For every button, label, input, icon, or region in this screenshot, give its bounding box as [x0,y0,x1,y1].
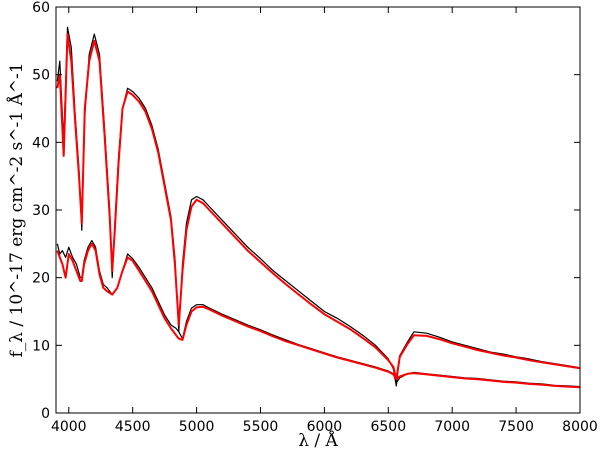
plot-series-group [56,26,581,389]
y-axis-label: f_λ / 10^-17 erg cm^-2 s^-1 Å^-1 [6,62,27,357]
x-tick-label: 5000 [179,419,215,435]
x-axis-label: λ / Å [298,430,338,451]
x-tick-label: 6000 [307,419,343,435]
y-tick-label: 10 [32,338,50,354]
y-tick-label: 60 [32,0,50,16]
model-spectrum-line-2 [56,33,581,381]
y-tick-label: 50 [32,68,50,84]
x-tick-label: 8000 [562,419,598,435]
y-tick-label: 0 [41,406,50,422]
y-tick-label: 30 [32,203,50,219]
observed-spectrum-line-3 [56,239,581,388]
x-tick-label: 4000 [51,419,87,435]
observed-spectrum-line-1 [56,26,581,387]
model-spectrum-line-4 [56,242,581,389]
y-tick-label: 20 [32,271,50,287]
x-tick-label: 4500 [115,419,151,435]
x-tick-label: 5500 [243,419,279,435]
plot-frame [55,6,581,414]
y-tick-label: 40 [32,135,50,151]
x-tick-label: 7500 [498,419,534,435]
x-tick-label: 7000 [434,419,470,435]
tick-labels-group: 4000 4500 5000 5500 6000 6500 7000 7500 8000 0 10 2… [32,0,598,435]
x-tick-label: 6500 [370,419,406,435]
